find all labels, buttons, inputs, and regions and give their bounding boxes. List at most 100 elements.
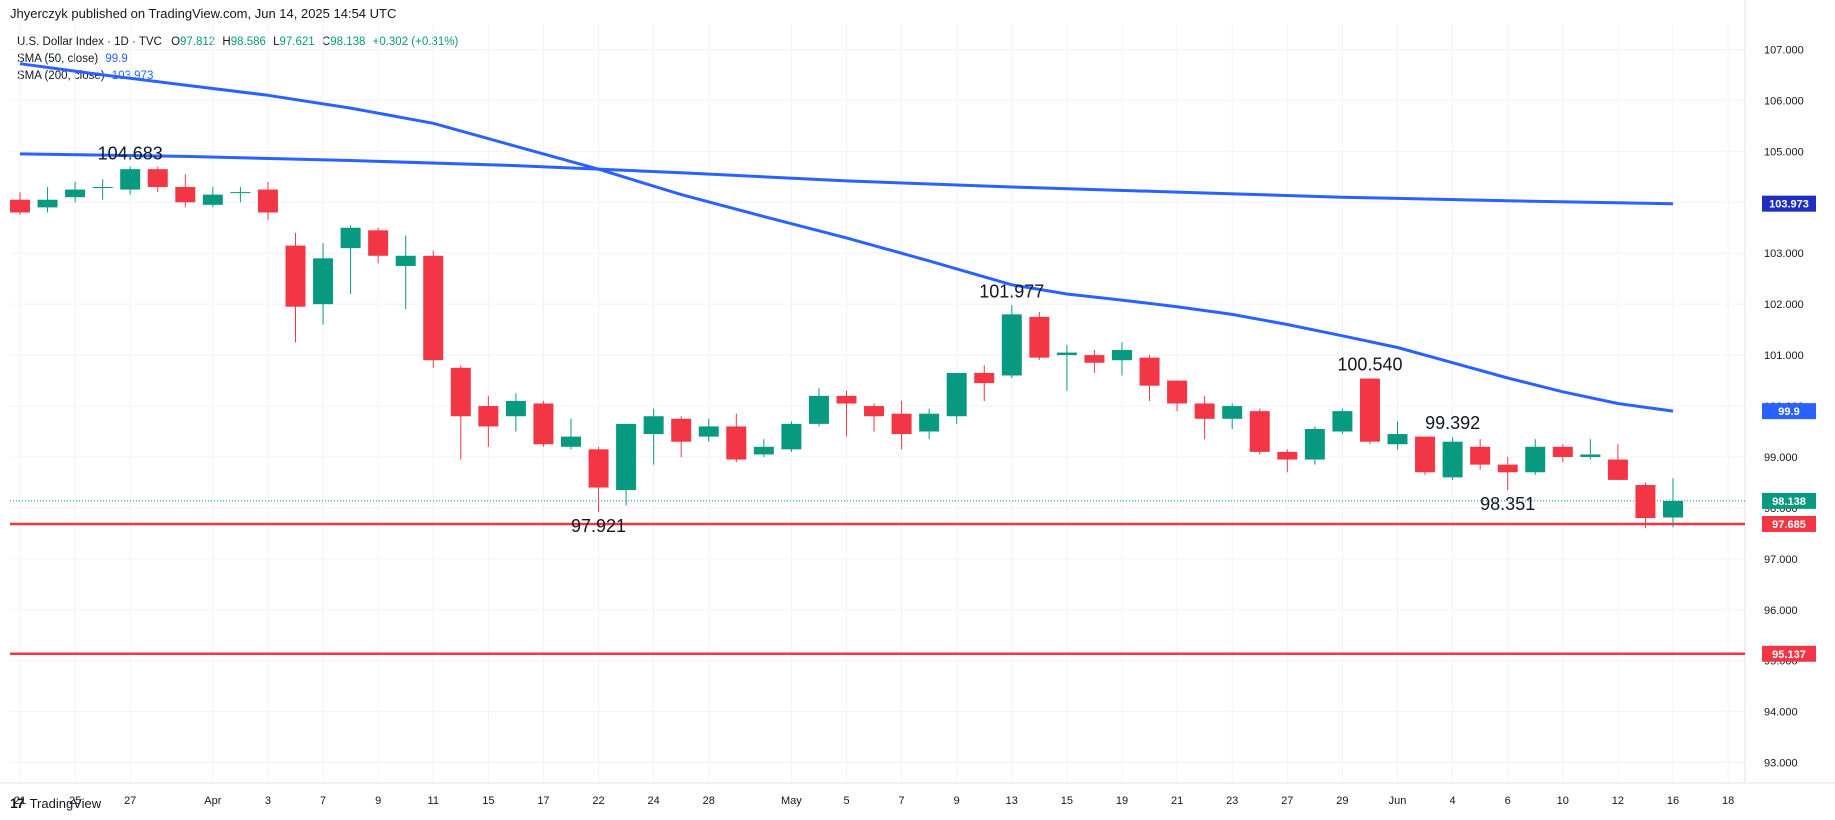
x-tick-label: 15 (482, 795, 494, 807)
candle-body (478, 406, 499, 427)
candle-body (230, 192, 251, 194)
sma50-legend-label: SMA (50, close) (17, 53, 99, 65)
x-tick-label: 4 (1450, 795, 1456, 807)
low-value: 97.621 (279, 36, 315, 48)
candle-body (1194, 403, 1215, 419)
candle-body (1112, 350, 1132, 361)
x-tick-label: 6 (1505, 795, 1511, 807)
x-tick-label: 29 (1336, 795, 1348, 807)
candle-body (285, 245, 306, 307)
level-price-tag-bg (1762, 645, 1816, 662)
publisher-credit: Jhyerczyk published on TradingView.com, … (10, 6, 397, 21)
x-tick-label: 21 (14, 795, 26, 807)
last-price-tag: 98.138 (1772, 496, 1806, 508)
sma50-legend-value: 99.9 (105, 53, 128, 65)
x-tick-label: 22 (592, 795, 604, 807)
sma200-line (19, 152, 1674, 206)
close-label: C (321, 36, 331, 48)
candle-body (1001, 314, 1022, 376)
low-label: L (273, 36, 280, 48)
x-tick-label: 27 (124, 795, 136, 807)
candle-body (1607, 459, 1628, 480)
candle-body (340, 227, 361, 249)
symbol-legend-row[interactable]: U.S. Dollar Index · 1D · TVC O97.812 H 98… (17, 34, 458, 51)
x-tick-label: 5 (843, 795, 849, 807)
x-tick-label: Jun (1389, 795, 1407, 807)
candle-body (395, 255, 416, 266)
candle-body (946, 372, 967, 417)
candle-body (1056, 352, 1077, 356)
candle-body (1387, 434, 1408, 445)
sma50-price-tag-bg (1762, 403, 1816, 420)
candle-body (753, 446, 774, 455)
candle-body (1497, 464, 1518, 473)
candle-body (147, 169, 168, 188)
y-tick-label: 93.000 (1764, 758, 1798, 770)
x-tick-label: 12 (1612, 795, 1624, 807)
candle-body (1167, 380, 1188, 404)
candle-body (175, 187, 196, 203)
open-value: 97.812 (180, 36, 216, 48)
tradingview-logo[interactable]: 17 TradingView (10, 795, 101, 811)
x-tick-label: 27 (1281, 795, 1293, 807)
y-tick-label: 99.000 (1764, 452, 1798, 464)
level-price-tag-bg (1762, 515, 1816, 532)
candle-body (1635, 485, 1656, 519)
candle-body (781, 423, 802, 450)
candle-body (808, 395, 829, 424)
sma50-legend-row[interactable]: SMA (50, close) 99.9 (17, 51, 458, 68)
level-price-tag: 97.685 (1772, 519, 1806, 531)
y-tick-label: 106.000 (1764, 95, 1804, 107)
y-tick-label: 94.000 (1764, 707, 1798, 719)
y-tick-label: 107.000 (1764, 44, 1804, 56)
x-tick-label: 16 (1667, 795, 1679, 807)
close-value: 98.138 (330, 36, 366, 48)
symbol-name[interactable]: U.S. Dollar Index · 1D · TVC (17, 36, 162, 48)
candle-body (1249, 411, 1270, 452)
candle-body (1580, 454, 1601, 457)
x-tick-label: 28 (703, 795, 715, 807)
candle-body (533, 403, 554, 445)
y-tick-label: 105.000 (1764, 146, 1804, 158)
candle-body (37, 199, 58, 208)
tradingview-logo-text: TradingView (29, 795, 102, 811)
x-tick-label: 9 (954, 795, 960, 807)
candle-body (726, 426, 747, 460)
candle-body (1470, 446, 1491, 465)
x-tick-label: 9 (375, 795, 381, 807)
x-tick-label: 10 (1557, 795, 1569, 807)
candle-body (919, 413, 940, 432)
candle-body (313, 258, 334, 305)
candle-body (1139, 357, 1160, 386)
candle-body (698, 426, 719, 437)
level-price-tag: 95.137 (1772, 649, 1806, 661)
candle-body (1442, 441, 1463, 478)
sma200-price-tag-bg (1762, 195, 1816, 212)
candle-body (120, 169, 141, 190)
last-price-tag-bg (1762, 492, 1816, 509)
candle-body (864, 406, 885, 417)
price-annotation: 104.683 (98, 143, 163, 163)
sma200-price-tag: 103.973 (1769, 199, 1809, 211)
candle-body (92, 187, 113, 189)
candle-body (588, 449, 609, 488)
candle-body (891, 413, 912, 435)
y-tick-label: 97.000 (1764, 554, 1798, 566)
candle-body (974, 372, 995, 384)
y-tick-label: 98.000 (1764, 503, 1798, 515)
candle-body (450, 367, 471, 417)
candle-body (836, 395, 857, 404)
candle-body (257, 189, 278, 213)
price-annotation: 101.977 (979, 281, 1044, 301)
x-tick-label: 21 (1171, 795, 1183, 807)
open-label: O (171, 36, 181, 48)
x-tick-label: 15 (1061, 795, 1073, 807)
chart-legend: U.S. Dollar Index · 1D · TVC O97.812 H 98… (17, 34, 458, 85)
high-label: H (222, 36, 231, 48)
sma50-line (19, 62, 1674, 413)
candle-body (1359, 378, 1380, 442)
candle-body (1552, 446, 1573, 457)
candle-body (616, 423, 637, 491)
candle-body (1304, 428, 1325, 460)
